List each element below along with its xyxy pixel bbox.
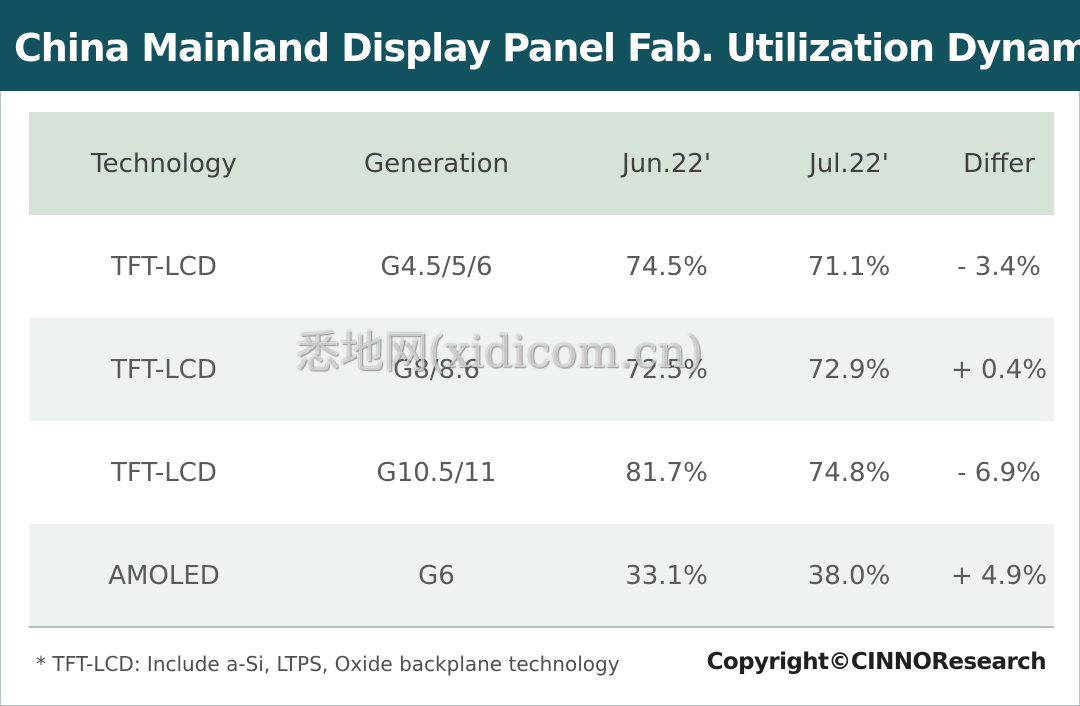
table-header-row: Technology Generation Jun.22' Jul.22' Di… [29, 112, 1054, 215]
footnote: * TFT-LCD: Include a-Si, LTPS, Oxide bac… [36, 652, 620, 676]
column-header-generation: Generation [363, 148, 510, 179]
cell-technology: TFT-LCD [111, 457, 217, 488]
cell-jun: 74.5% [625, 251, 708, 282]
cell-jul: 71.1% [807, 251, 891, 282]
cell-technology: TFT-LCD [111, 354, 217, 385]
table-row: AMOLED G6 33.1% 38.0% + 4.9% [29, 524, 1054, 627]
cell-differ: - 3.4% [957, 251, 1041, 282]
column-header-jun: Jun.22' [621, 148, 712, 179]
cell-jul: 38.0% [807, 560, 891, 591]
cell-technology: AMOLED [108, 560, 220, 591]
title-banner: China Mainland Display Panel Fab. Utiliz… [0, 0, 1080, 91]
cell-jul: 74.8% [807, 457, 891, 488]
cell-technology: TFT-LCD [111, 251, 217, 282]
cell-jul: 72.9% [807, 354, 891, 385]
column-header-differ: Differ [963, 148, 1035, 179]
cell-generation: G8/8.6 [393, 354, 480, 385]
cell-jun: 33.1% [625, 560, 708, 591]
table-row: TFT-LCD G10.5/11 81.7% 74.8% - 6.9% [29, 421, 1054, 524]
cell-generation: G6 [418, 560, 455, 591]
cell-jun: 72.5% [625, 354, 708, 385]
cell-generation: G10.5/11 [376, 457, 497, 488]
table-row: TFT-LCD G8/8.6 72.5% 72.9% + 0.4% [29, 318, 1054, 421]
table-row: TFT-LCD G4.5/5/6 74.5% 71.1% - 3.4% [29, 215, 1054, 318]
cell-differ: + 0.4% [950, 354, 1048, 385]
column-header-jul: Jul.22' [809, 148, 889, 179]
utilization-table: Technology Generation Jun.22' Jul.22' Di… [29, 112, 1054, 627]
cell-differ: + 4.9% [950, 560, 1048, 591]
cell-generation: G4.5/5/6 [380, 251, 493, 282]
chart-title: China Mainland Display Panel Fab. Utiliz… [14, 26, 1080, 70]
table-bottom-rule [29, 626, 1054, 628]
cell-differ: - 6.9% [957, 457, 1041, 488]
column-header-technology: Technology [91, 148, 237, 179]
cell-jun: 81.7% [625, 457, 708, 488]
copyright-notice: Copyright©CINNOResearch [706, 649, 1047, 675]
